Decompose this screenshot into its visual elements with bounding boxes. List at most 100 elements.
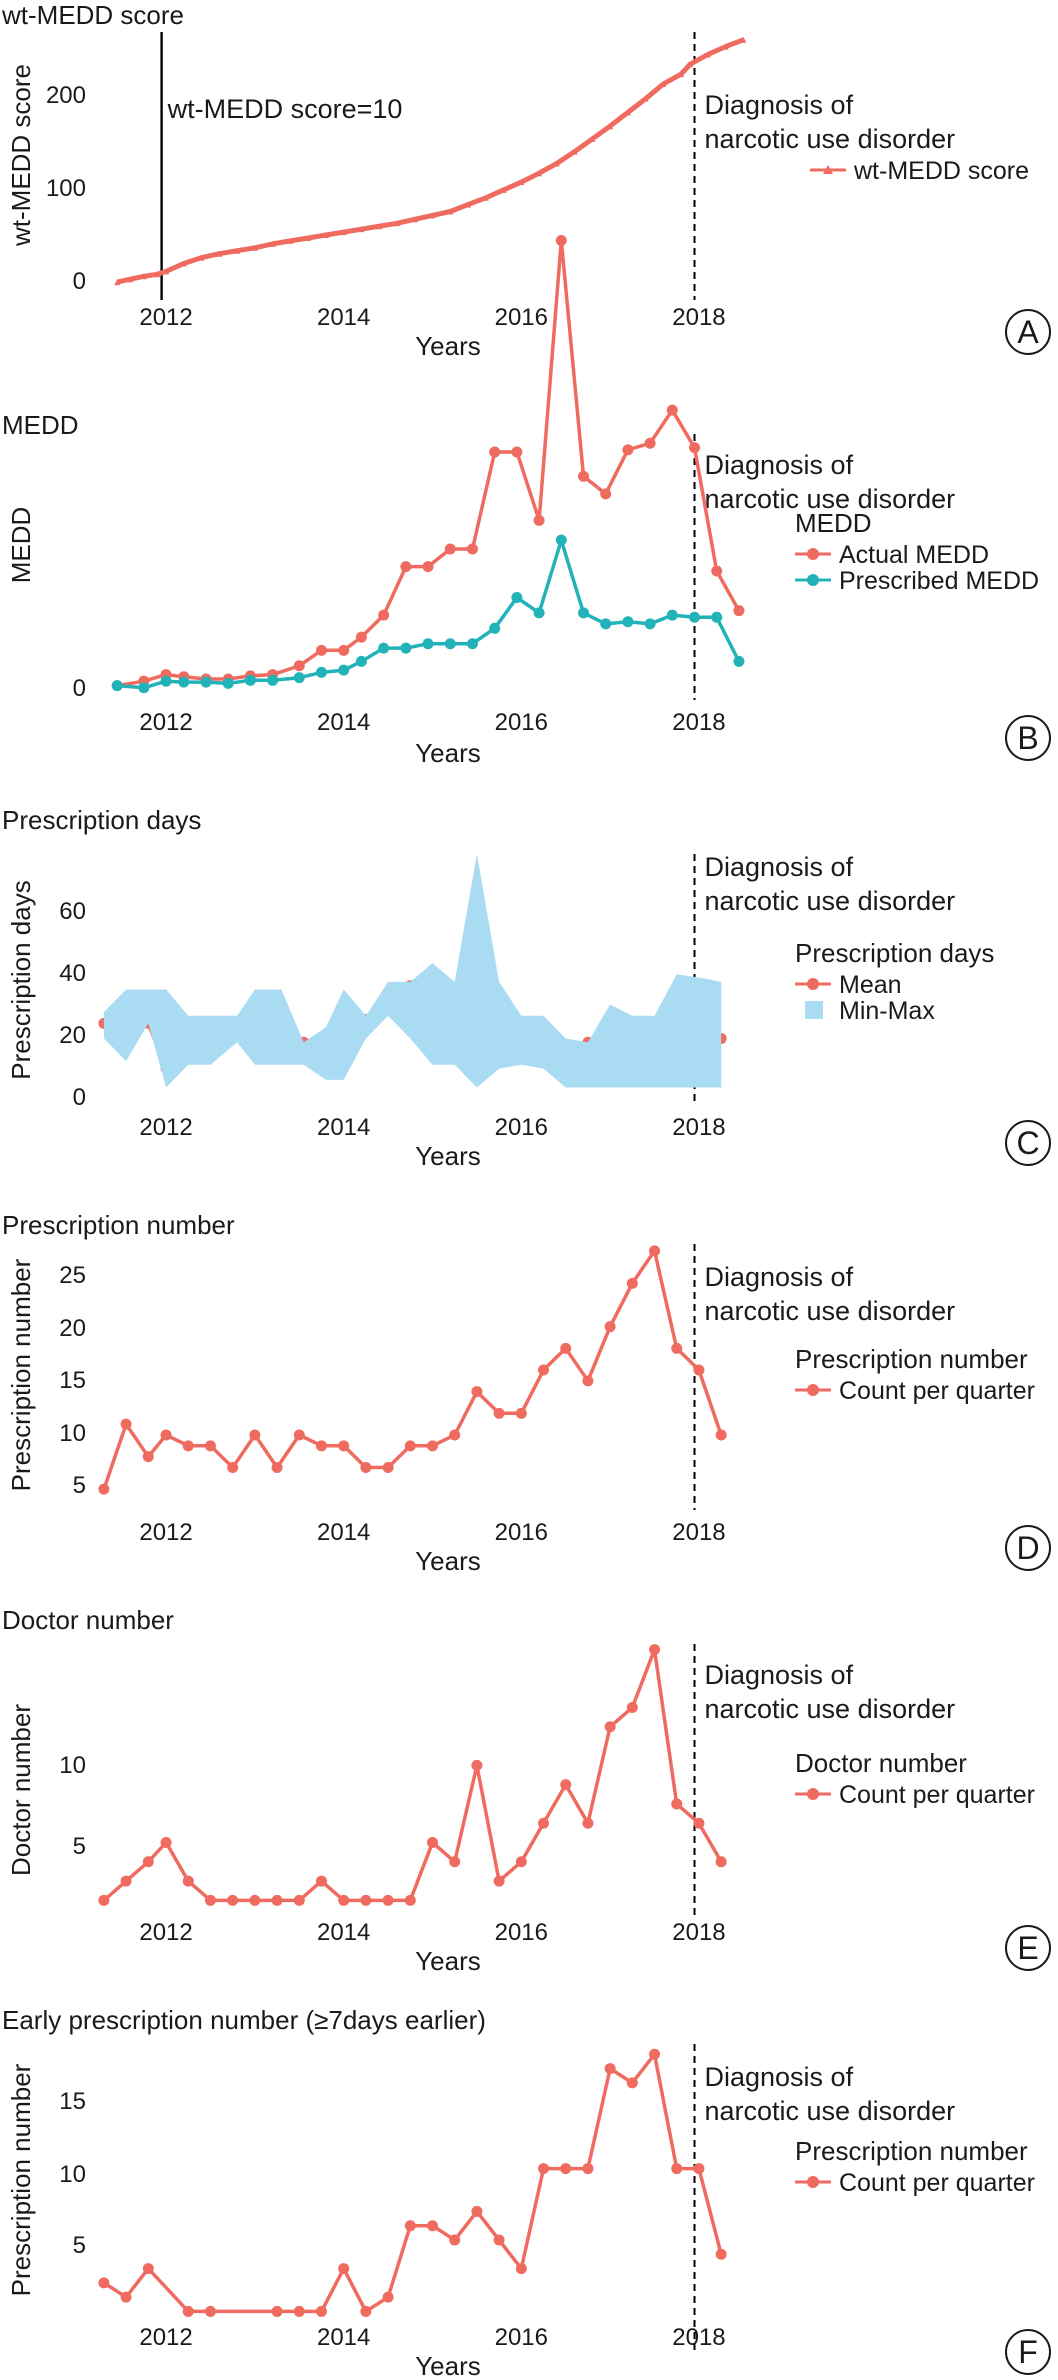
legend-marker (807, 548, 819, 560)
data-point (678, 71, 685, 78)
data-point (693, 1817, 705, 1829)
data-point (338, 2263, 350, 2275)
legend-title: Doctor number (795, 1748, 967, 1778)
data-point (160, 1429, 172, 1441)
data-point (733, 605, 745, 617)
threshold-annotation: wt-MEDD score=10 (167, 94, 403, 124)
data-point (642, 95, 649, 102)
data-point (340, 229, 347, 236)
x-tick-label: 2018 (672, 709, 725, 736)
x-tick-label: 2012 (139, 709, 192, 736)
data-point (315, 666, 327, 678)
x-axis-title: Years (415, 1946, 481, 1976)
x-axis-title: Years (415, 1141, 481, 1171)
data-point (293, 1894, 305, 1906)
data-point (471, 1386, 483, 1398)
min-max-band (103, 853, 722, 1088)
data-point (244, 674, 256, 686)
data-point (393, 220, 400, 227)
x-axis-title: Years (415, 738, 481, 768)
data-point (427, 1837, 438, 1848)
data-point (604, 1721, 616, 1733)
data-point (693, 1364, 705, 1376)
data-point (182, 1875, 194, 1887)
data-point (589, 135, 596, 142)
y-tick-label: 5 (73, 1472, 86, 1499)
panel-b: MEDD MEDD 0 2012 2014 2016 2018 Years Diagnosis … (2, 235, 1051, 768)
data-point (555, 235, 567, 247)
legend-title: Prescription number (795, 2136, 1028, 2166)
y-tick-label: 10 (59, 2161, 86, 2188)
y-tick-label: 60 (59, 898, 86, 925)
data-point (127, 276, 134, 283)
data-point (98, 1894, 110, 1906)
data-point (120, 1875, 132, 1887)
diagnosis-annotation: narcotic use disorder (705, 2096, 956, 2126)
data-point (711, 565, 723, 577)
x-axis-title: Years (415, 1546, 481, 1576)
series-line (116, 37, 745, 285)
y-tick-label: 20 (59, 1022, 86, 1049)
data-point (626, 1702, 638, 1713)
legend-marker (807, 2176, 819, 2188)
data-point (120, 1418, 132, 1430)
x-tick-label: 2018 (672, 304, 725, 331)
data-point (234, 247, 241, 254)
legend-title: Prescription number (795, 1344, 1028, 1374)
data-point (315, 1875, 327, 1887)
data-point (604, 1321, 616, 1333)
data-point (471, 2205, 483, 2217)
x-tick-label: 2016 (495, 1519, 548, 1546)
data-point (338, 1440, 350, 1452)
y-tick-label: 15 (59, 2088, 86, 2115)
x-axis-title: Years (415, 2351, 481, 2380)
data-point (114, 279, 121, 286)
panel-title: Prescription number (2, 1210, 235, 1240)
data-point (358, 226, 365, 233)
data-point (626, 2077, 638, 2089)
y-axis-title: Doctor number (6, 1704, 36, 1876)
data-point (515, 1856, 527, 1868)
data-point (533, 607, 545, 619)
data-point (644, 618, 656, 630)
legend-swatch (805, 1001, 823, 1019)
panel-letter-circle (1005, 1120, 1051, 1166)
y-axis-title: Prescription number (6, 1258, 36, 1491)
data-point (360, 1462, 372, 1473)
legend-marker (807, 1384, 819, 1396)
y-axis-title: MEDD (6, 507, 36, 584)
data-point (269, 240, 276, 247)
data-point (538, 2163, 550, 2175)
data-point (400, 642, 412, 654)
legend-label: Count per quarter (839, 1781, 1035, 1809)
data-point (422, 638, 434, 650)
data-point (449, 1429, 461, 1441)
data-point (160, 1837, 172, 1848)
diagnosis-annotation: narcotic use disorder (705, 1694, 956, 1724)
panel-title: Prescription days (2, 805, 201, 835)
panel-d: Prescription number Prescription number 5 1… (2, 1210, 1051, 1576)
x-tick-label: 2012 (139, 304, 192, 331)
legend-label: Count per quarter (839, 2169, 1035, 2197)
data-point (98, 1483, 110, 1495)
legend-marker (807, 978, 819, 990)
data-point (305, 234, 312, 241)
data-point (560, 1342, 572, 1354)
diagnosis-annotation: Diagnosis of (705, 1660, 854, 1690)
data-point (493, 2234, 505, 2246)
data-point (577, 470, 589, 482)
data-point (465, 201, 472, 208)
data-point (622, 444, 634, 456)
panel-letter-circle (1005, 715, 1051, 761)
data-point (138, 682, 150, 694)
data-point (142, 2263, 154, 2275)
legend-marker (807, 1788, 819, 1800)
data-point (515, 2263, 527, 2275)
data-point (382, 2291, 394, 2303)
data-point (604, 2063, 616, 2075)
data-point (518, 179, 525, 186)
data-point (400, 561, 412, 573)
data-point (338, 664, 350, 676)
diagnosis-annotation: Diagnosis of (705, 90, 854, 120)
data-point (671, 1342, 683, 1354)
